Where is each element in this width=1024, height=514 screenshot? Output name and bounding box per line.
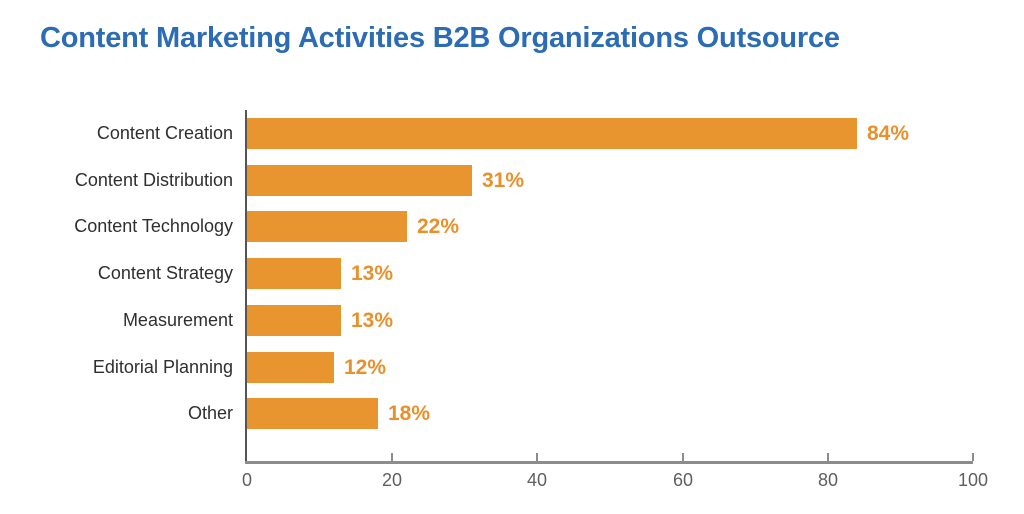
x-axis-tick-mark [682,453,684,461]
x-axis-tick-label: 80 [817,470,839,490]
bar [247,165,472,196]
category-label: Content Technology [74,216,233,236]
category-label: Other [187,403,233,423]
x-axis-tick-label: 0 [241,470,252,490]
bar [247,398,378,429]
x-axis-tick-label: 100 [957,470,989,490]
x-axis-tick-mark [391,453,393,461]
bar [247,118,857,149]
value-label: 12% [344,356,387,379]
bar [247,305,341,336]
value-label: 13% [351,262,394,285]
x-axis-tick-mark [827,453,829,461]
x-axis-line [245,461,973,464]
bar [247,352,334,383]
bar [247,211,407,242]
x-axis-tick-mark [972,453,974,461]
x-axis-tick-label: 40 [526,470,548,490]
bar [247,258,341,289]
category-label: Content Creation [96,123,233,143]
x-axis-tick-label: 20 [381,470,403,490]
value-label: 13% [351,309,394,332]
x-axis-tick-label: 60 [672,470,694,490]
value-label: 22% [417,215,460,238]
value-label: 18% [388,402,431,425]
value-label: 84% [867,122,910,145]
value-label: 31% [482,169,525,192]
category-label: Content Strategy [97,263,233,283]
category-label: Measurement [122,310,233,330]
x-axis-tick-mark [536,453,538,461]
chart-title: Content Marketing Activities B2B Organiz… [40,22,840,54]
category-label: Content Distribution [74,170,233,190]
category-label: Editorial Planning [92,357,233,377]
y-axis-line [245,110,247,464]
